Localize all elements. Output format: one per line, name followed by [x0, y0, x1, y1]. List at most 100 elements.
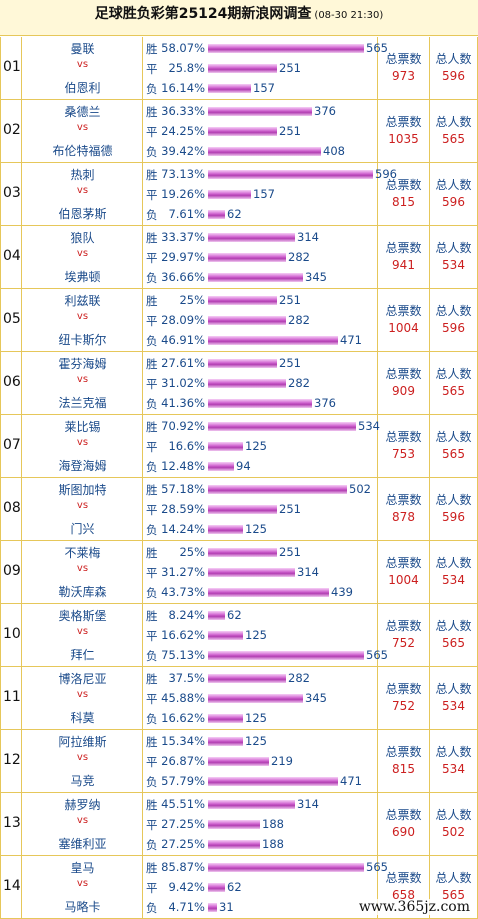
- win-label: 胜: [146, 42, 158, 56]
- draw-percent: 24.25%: [161, 124, 205, 138]
- vs-label: vs: [76, 185, 89, 196]
- lose-label: 负: [146, 460, 158, 474]
- win-count: 251: [279, 356, 301, 370]
- vs-label: vs: [76, 122, 89, 133]
- match-number: 12: [3, 752, 21, 768]
- win-label: 胜: [146, 294, 158, 308]
- home-team[interactable]: 利兹联: [64, 294, 101, 308]
- win-bar: [208, 107, 312, 116]
- draw-label: 平: [146, 566, 158, 580]
- draw-bar: [208, 379, 286, 388]
- lose-label: 负: [146, 712, 158, 726]
- total-people-cell: 总人数 534: [430, 541, 478, 604]
- home-team[interactable]: 狼队: [70, 231, 95, 245]
- win-percent: 58.07%: [161, 41, 205, 55]
- vote-bars-cell: 胜 33.37% 314 平 29.97% 282 负 36.66% 345: [143, 226, 378, 289]
- total-votes-value: 973: [392, 69, 415, 83]
- away-team[interactable]: 科莫: [70, 711, 95, 725]
- lose-count: 125: [245, 711, 267, 725]
- home-team[interactable]: 赫罗纳: [64, 798, 101, 812]
- away-team[interactable]: 拜仁: [70, 648, 95, 662]
- total-people-label: 总人数: [435, 871, 472, 885]
- win-bar: [208, 863, 364, 872]
- lose-label: 负: [146, 271, 158, 285]
- draw-count: 314: [297, 565, 319, 579]
- lose-label: 负: [146, 838, 158, 852]
- vs-label: vs: [76, 374, 89, 385]
- total-people-label: 总人数: [435, 682, 472, 696]
- away-team[interactable]: 塞维利亚: [58, 837, 107, 851]
- away-team[interactable]: 马略卡: [64, 900, 101, 914]
- home-team[interactable]: 博洛尼亚: [58, 672, 107, 686]
- total-people-value: 502: [442, 825, 465, 839]
- lose-bar: [208, 903, 217, 912]
- match-number: 10: [3, 626, 21, 642]
- away-team[interactable]: 门兴: [70, 522, 95, 536]
- lose-bar: [208, 777, 338, 786]
- away-team[interactable]: 埃弗顿: [64, 270, 101, 284]
- draw-count: 282: [288, 376, 310, 390]
- match-number-cell: 07: [0, 415, 22, 478]
- home-team[interactable]: 奥格斯堡: [58, 609, 107, 623]
- win-bar: [208, 800, 295, 809]
- total-people-label: 总人数: [435, 493, 472, 507]
- win-count: 282: [288, 671, 310, 685]
- lose-percent: 36.66%: [161, 270, 205, 284]
- win-bar: [208, 737, 243, 746]
- home-team[interactable]: 阿拉维斯: [58, 735, 107, 749]
- win-count: 376: [314, 104, 336, 118]
- draw-bar: [208, 505, 277, 514]
- match-number-cell: 10: [0, 604, 22, 667]
- draw-percent: 27.25%: [161, 817, 205, 831]
- teams-cell: 热刺 vs 伯恩茅斯: [22, 163, 143, 226]
- lose-bar: [208, 399, 312, 408]
- teams-cell: 狼队 vs 埃弗顿: [22, 226, 143, 289]
- win-count: 534: [358, 419, 380, 433]
- home-team[interactable]: 桑德兰: [64, 105, 101, 119]
- away-team[interactable]: 伯恩利: [64, 81, 101, 95]
- home-team[interactable]: 不莱梅: [64, 546, 101, 560]
- teams-cell: 霍芬海姆 vs 法兰克福: [22, 352, 143, 415]
- match-number: 01: [3, 59, 21, 75]
- win-count: 565: [366, 860, 388, 874]
- home-team[interactable]: 热刺: [70, 168, 95, 182]
- away-team[interactable]: 布伦特福德: [52, 144, 113, 158]
- away-team[interactable]: 勒沃库森: [58, 585, 107, 599]
- away-team[interactable]: 伯恩茅斯: [58, 207, 107, 221]
- draw-count: 157: [253, 187, 275, 201]
- survey-header: 足球胜负彩第25124期新浪网调查 (08-30 21:30): [0, 0, 478, 36]
- lose-percent: 46.91%: [161, 333, 205, 347]
- draw-percent: 28.09%: [161, 313, 205, 327]
- teams-cell: 阿拉维斯 vs 马竞: [22, 730, 143, 793]
- match-number: 04: [3, 248, 21, 264]
- match-row: 08 斯图加特 vs 门兴 胜 57.18% 502 平 28.59% 251 …: [0, 478, 478, 541]
- home-team[interactable]: 莱比锡: [64, 420, 101, 434]
- lose-count: 345: [305, 270, 327, 284]
- lose-count: 188: [262, 837, 284, 851]
- match-number-cell: 14: [0, 856, 22, 919]
- vs-label: vs: [76, 248, 89, 259]
- win-percent: 33.37%: [161, 230, 205, 244]
- draw-bar: [208, 757, 269, 766]
- match-number: 03: [3, 185, 21, 201]
- away-team[interactable]: 法兰克福: [58, 396, 107, 410]
- away-team[interactable]: 海登海姆: [58, 459, 107, 473]
- lose-count: 125: [245, 522, 267, 536]
- home-team[interactable]: 皇马: [70, 861, 95, 875]
- lose-count: 31: [219, 900, 234, 914]
- total-people-value: 534: [442, 762, 465, 776]
- total-votes-cell: 总票数 752: [378, 667, 430, 730]
- lose-bar: [208, 840, 260, 849]
- away-team[interactable]: 纽卡斯尔: [58, 333, 107, 347]
- total-people-cell: 总人数 565: [430, 415, 478, 478]
- home-team[interactable]: 霍芬海姆: [58, 357, 107, 371]
- total-people-label: 总人数: [435, 178, 472, 192]
- lose-count: 565: [366, 648, 388, 662]
- home-team[interactable]: 曼联: [70, 42, 95, 56]
- home-team[interactable]: 斯图加特: [58, 483, 107, 497]
- away-team[interactable]: 马竞: [70, 774, 95, 788]
- total-votes-cell: 总票数 941: [378, 226, 430, 289]
- lose-bar: [208, 714, 243, 723]
- total-people-cell: 总人数 596: [430, 289, 478, 352]
- total-people-cell: 总人数 596: [430, 163, 478, 226]
